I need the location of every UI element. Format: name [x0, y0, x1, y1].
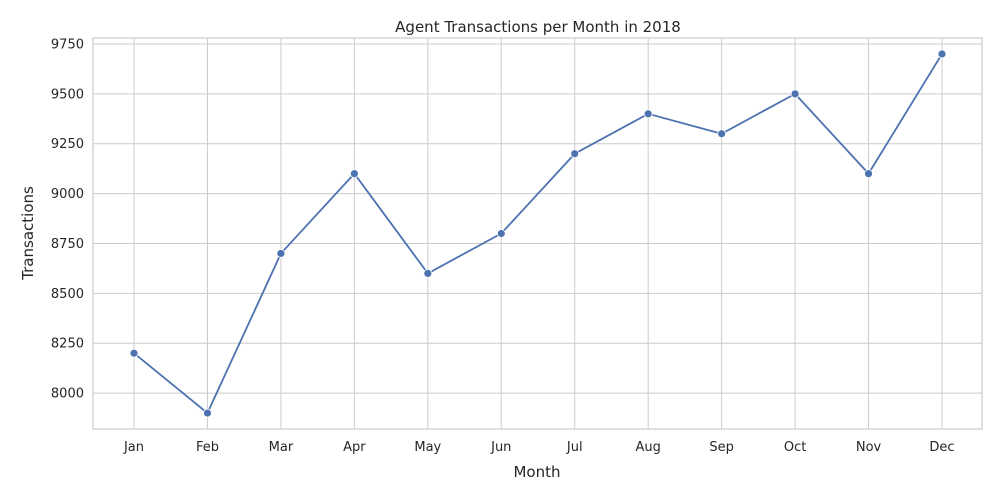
y-axis-ticks: 8000 8250 8500 8750 9000 9250 9500 9750 — [51, 37, 84, 401]
x-tick-label: Jun — [490, 440, 511, 455]
y-tick-label: 8750 — [51, 237, 84, 252]
plot-frame — [92, 37, 983, 430]
data-point — [717, 129, 727, 139]
x-tick-label: Aug — [635, 440, 660, 455]
y-tick-label: 9000 — [51, 187, 84, 202]
x-tick-label: Jul — [566, 440, 583, 455]
y-tick-label: 8500 — [51, 287, 84, 302]
x-tick-label: Jan — [123, 440, 144, 455]
y-axis-label: Transactions — [19, 186, 37, 281]
data-point — [864, 169, 873, 179]
x-tick-label: Dec — [929, 440, 954, 455]
data-point — [937, 49, 947, 59]
data-point — [496, 229, 506, 238]
y-tick-label: 9750 — [51, 37, 84, 52]
y-tick-label: 9250 — [51, 137, 84, 152]
x-tick-label: Mar — [269, 440, 294, 455]
x-tick-label: Nov — [856, 440, 882, 455]
data-point — [349, 169, 359, 179]
chart-title: Agent Transactions per Month in 2018 — [395, 18, 681, 36]
data-point — [276, 249, 286, 258]
y-tick-label: 8250 — [51, 337, 84, 352]
data-point — [203, 408, 212, 418]
series-line — [133, 53, 943, 414]
x-tick-label: Sep — [709, 440, 734, 455]
data-point — [643, 109, 653, 119]
x-tick-label: Oct — [784, 440, 806, 455]
data-point — [570, 149, 580, 159]
x-axis-ticks: Jan Feb Mar Apr May Jun Jul Aug Sep Oct Nov Dec — [123, 440, 955, 455]
data-point — [423, 268, 433, 278]
y-tick-label: 9500 — [51, 87, 84, 102]
x-tick-label: Apr — [343, 440, 366, 455]
x-tick-label: Feb — [196, 440, 219, 455]
data-point — [790, 89, 800, 99]
x-tick-label: May — [414, 440, 441, 455]
y-tick-label: 8000 — [51, 387, 84, 402]
data-points — [129, 49, 947, 418]
data-point — [129, 348, 139, 358]
x-axis-label: Month — [513, 463, 560, 481]
